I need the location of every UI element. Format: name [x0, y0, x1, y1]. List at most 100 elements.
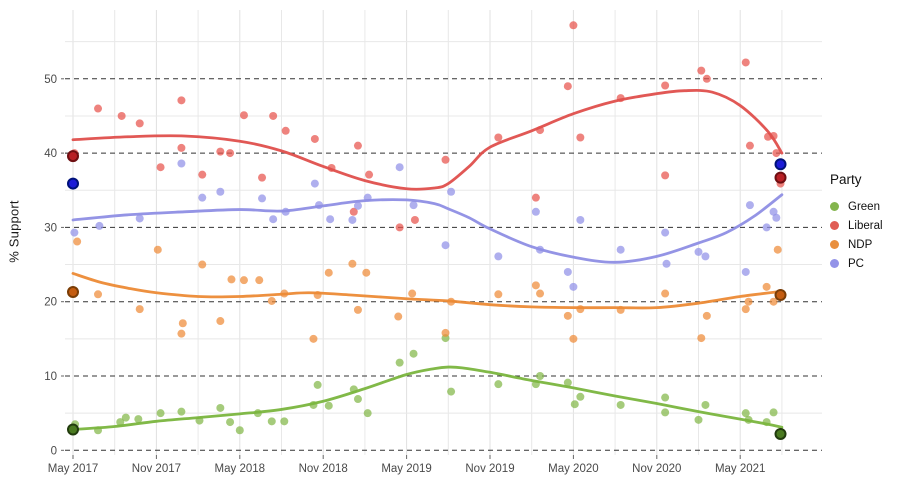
poll-point-ndp [769, 297, 778, 306]
poll-point-liberal [395, 223, 404, 232]
y-tick-label: 50 [44, 74, 57, 86]
poll-point-liberal [216, 147, 225, 156]
poll-point-pc [494, 252, 503, 261]
poll-point-green [216, 403, 225, 412]
x-tick-label: Nov 2019 [465, 463, 514, 475]
poll-point-pc [762, 223, 771, 232]
poll-point-liberal [494, 133, 503, 142]
trend-line-ndp [71, 272, 784, 310]
poll-point-ndp [394, 312, 403, 321]
poll-point-ndp [73, 237, 82, 246]
election-point-liberal [774, 171, 787, 184]
x-tick-label: May 2018 [215, 463, 266, 475]
poll-point-pc [326, 215, 335, 224]
poll-point-green [280, 417, 289, 426]
poll-point-pc [409, 201, 418, 210]
poll-point-green [661, 408, 670, 417]
poll-point-pc [198, 193, 207, 202]
poll-point-pc [745, 201, 754, 210]
trend-line-green [71, 365, 784, 431]
legend-item-pc: PC [830, 254, 900, 273]
poll-point-ndp [563, 311, 572, 320]
y-tick-label: 30 [44, 222, 57, 234]
poll-point-green [536, 372, 545, 380]
poll-point-ndp [309, 334, 318, 343]
poll-point-green [616, 400, 625, 409]
x-tick-label: May 2020 [548, 463, 599, 475]
poll-point-pc [701, 252, 710, 261]
poll-point-green [363, 409, 372, 418]
poll-point-pc [662, 259, 671, 268]
poll-point-green [267, 417, 276, 426]
x-tick-label: Nov 2018 [299, 463, 348, 475]
poll-point-liberal [226, 149, 235, 158]
poll-point-liberal [772, 149, 781, 158]
legend-dot-icon [830, 240, 839, 249]
poll-point-liberal [281, 126, 290, 135]
poll-point-ndp [353, 305, 362, 314]
poll-point-pc [135, 214, 144, 223]
election-point-green [774, 427, 787, 440]
poll-point-green [395, 358, 404, 367]
poll-point-liberal [353, 141, 362, 150]
poll-point-pc [769, 207, 778, 216]
poll-point-green [177, 407, 186, 416]
poll-point-green [494, 380, 503, 389]
poll-point-ndp [697, 334, 706, 343]
poll-point-ndp [255, 276, 264, 285]
poll-point-ndp [744, 297, 753, 306]
x-tick-label: Nov 2017 [132, 463, 181, 475]
poll-point-liberal [310, 134, 319, 143]
poll-point-liberal [661, 81, 670, 90]
poll-point-pc [95, 221, 104, 230]
poll-point-liberal [741, 58, 750, 67]
legend-label: PC [848, 257, 864, 270]
election-point-ndp [774, 289, 787, 302]
series-points-ndp [73, 237, 782, 343]
poll-point-pc [216, 187, 225, 196]
poll-point-liberal [661, 171, 670, 180]
poll-point-liberal [135, 119, 144, 128]
series-points-liberal [70, 21, 785, 232]
poll-point-liberal [531, 193, 540, 202]
poll-point-liberal [94, 104, 103, 113]
poll-point-liberal [410, 215, 419, 224]
election-point-ndp [67, 286, 79, 299]
poll-point-green [235, 426, 244, 435]
poll-point-pc [569, 282, 578, 291]
poll-point-pc [395, 163, 404, 172]
poll-point-liberal [269, 111, 278, 120]
poll-point-ndp [494, 290, 503, 299]
poll-point-pc [348, 215, 357, 224]
poll-point-pc [741, 267, 750, 276]
poll-point-ndp [661, 289, 670, 298]
poll-point-pc [269, 215, 278, 224]
poll-point-green [313, 380, 322, 389]
poll-point-green [576, 392, 585, 401]
poll-point-ndp [362, 268, 371, 277]
legend-label: Liberal [848, 219, 883, 232]
poll-point-green [324, 401, 333, 410]
x-tick-label: May 2017 [48, 463, 99, 475]
legend-item-ndp: NDP [830, 235, 900, 254]
poll-point-pc [772, 213, 781, 222]
legend-item-green: Green [830, 197, 900, 216]
poll-point-pc [441, 241, 450, 250]
poll-point-liberal [569, 21, 578, 30]
poll-point-green [156, 409, 165, 418]
poll-point-green [661, 393, 670, 402]
poll-point-ndp [441, 328, 450, 337]
poll-point-ndp [569, 334, 578, 343]
poll-point-green [353, 395, 362, 404]
poll-point-green [701, 400, 710, 409]
y-tick-label: 0 [51, 445, 57, 457]
poll-point-green [447, 387, 456, 396]
poll-point-ndp [408, 289, 417, 298]
poll-point-pc [70, 228, 79, 237]
poll-point-ndp [773, 245, 782, 254]
legend: Party Green Liberal NDP PC [830, 172, 900, 273]
legend-dot-icon [830, 259, 839, 268]
y-tick-label: 20 [44, 297, 57, 309]
poll-point-liberal [745, 141, 754, 150]
